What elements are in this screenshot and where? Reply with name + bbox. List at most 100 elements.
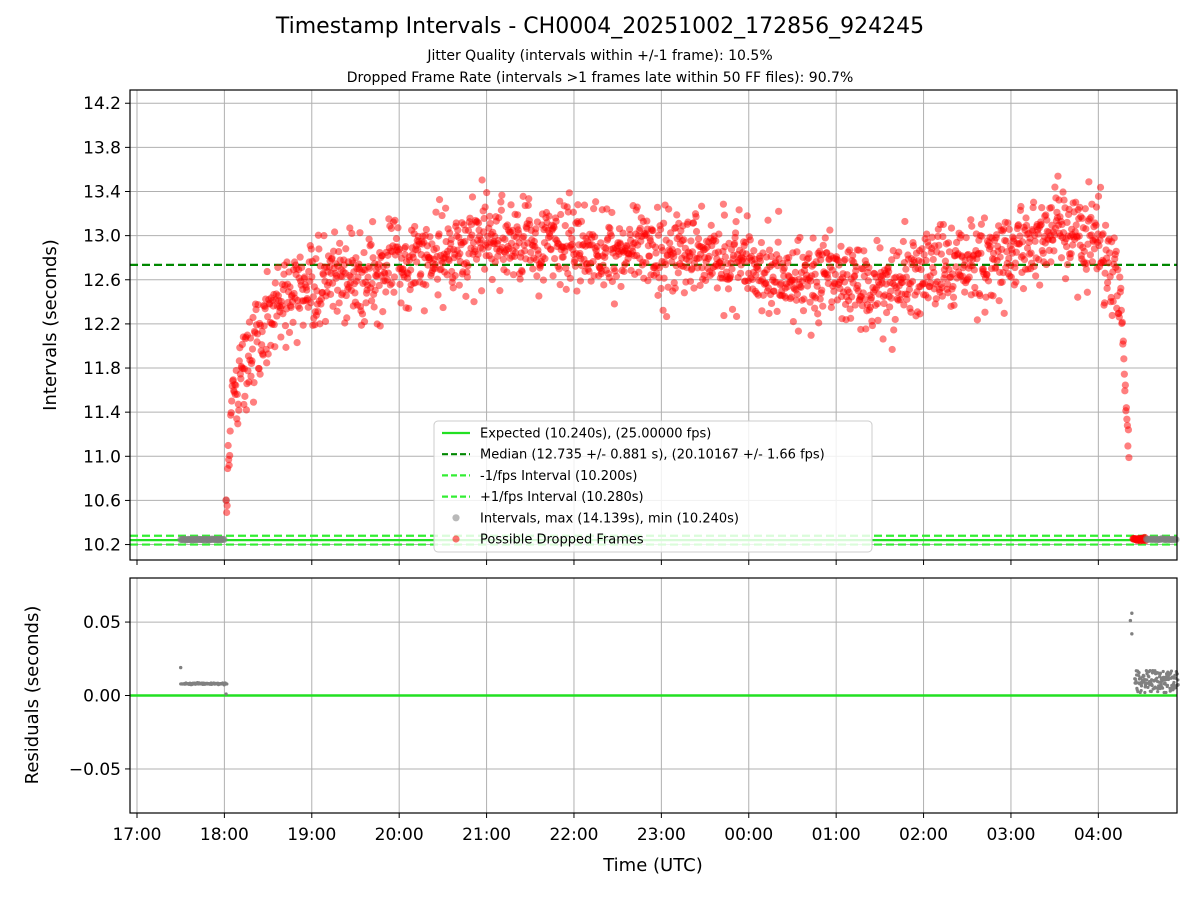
dropped-frame-point xyxy=(713,284,721,292)
legend-label: Possible Dropped Frames xyxy=(480,533,644,548)
dropped-frame-point xyxy=(754,291,762,299)
x-tick-label: 19:00 xyxy=(287,825,336,845)
dropped-frame-point xyxy=(809,234,817,242)
dropped-frame-point xyxy=(308,273,316,281)
dropped-frame-point xyxy=(1043,216,1051,224)
dropped-frame-point xyxy=(277,333,285,341)
dropped-frame-point xyxy=(571,256,579,264)
dropped-frame-point xyxy=(405,304,413,313)
dropped-frame-point xyxy=(565,189,573,197)
dropped-frame-point xyxy=(224,441,232,450)
dropped-frame-point xyxy=(827,303,835,312)
dropped-frame-point xyxy=(587,277,595,285)
dropped-frame-point xyxy=(977,249,985,257)
dropped-frame-point xyxy=(785,253,793,262)
dropped-frame-point xyxy=(606,224,614,232)
dropped-frame-point xyxy=(240,400,248,409)
y-tick-label: −0.05 xyxy=(69,760,121,780)
dropped-frame-point xyxy=(880,299,888,308)
dropped-frame-point xyxy=(515,229,523,237)
dropped-frame-point xyxy=(342,291,350,300)
dropped-frame-point xyxy=(507,201,515,209)
dropped-frame-point xyxy=(285,328,294,337)
dropped-frame-point xyxy=(756,257,765,265)
dropped-frame-point xyxy=(923,230,931,238)
dropped-frame-point xyxy=(993,231,1001,239)
dropped-frame-point xyxy=(752,271,760,279)
dropped-frame-point xyxy=(806,298,814,306)
dropped-frame-point xyxy=(237,375,245,383)
dropped-frame-point xyxy=(370,303,378,311)
dropped-frame-point xyxy=(526,220,534,228)
dropped-frame-point xyxy=(379,307,387,316)
dropped-frame-point xyxy=(1023,244,1032,252)
dropped-frame-point xyxy=(1074,293,1082,301)
dropped-frame-point xyxy=(390,273,399,281)
dropped-frame-point xyxy=(550,223,558,232)
dropped-frame-point xyxy=(227,409,235,417)
dropped-frame-point xyxy=(296,304,304,312)
dropped-frame-point xyxy=(887,294,895,302)
dropped-frame-point xyxy=(1047,258,1055,266)
dropped-frame-point xyxy=(816,295,824,303)
dropped-frame-point xyxy=(271,343,279,351)
interval-point xyxy=(1172,536,1180,544)
dropped-frame-point xyxy=(527,248,535,256)
dropped-frame-point xyxy=(758,307,766,315)
dropped-frame-point xyxy=(949,282,957,291)
dropped-frame-point xyxy=(369,254,377,262)
dropped-frame-point xyxy=(883,308,891,317)
residual-outlier-point xyxy=(1128,618,1133,623)
dropped-frame-point xyxy=(764,284,773,292)
dropped-frame-point xyxy=(835,261,843,269)
x-tick-label: 03:00 xyxy=(986,825,1035,845)
dropped-frame-point xyxy=(659,306,667,314)
y-tick-label: 0.05 xyxy=(83,613,121,633)
dropped-frame-point xyxy=(305,267,313,276)
dropped-frame-point xyxy=(569,208,577,216)
dropped-frame-point xyxy=(1012,278,1020,286)
dropped-frame-point xyxy=(1092,203,1101,211)
residual-point xyxy=(1136,689,1140,694)
dropped-frame-point xyxy=(899,237,907,246)
dropped-frame-point xyxy=(943,280,952,288)
residual-point xyxy=(1169,669,1174,673)
dropped-frame-point xyxy=(296,253,304,261)
dropped-frame-point xyxy=(222,496,230,504)
dropped-frame-point xyxy=(796,233,804,242)
dropped-frame-point xyxy=(840,278,849,286)
x-axis-label: Time (UTC) xyxy=(602,855,703,876)
dropped-frame-point xyxy=(1037,221,1045,229)
dropped-frame-point xyxy=(971,283,979,292)
x-tick-label: 20:00 xyxy=(375,825,424,845)
dropped-frame-point xyxy=(1030,262,1038,271)
dropped-frame-point xyxy=(1063,218,1071,227)
dropped-frame-point xyxy=(241,392,249,400)
dropped-frame-point xyxy=(1108,311,1116,320)
dropped-frame-point xyxy=(511,249,520,257)
dropped-frame-point xyxy=(1120,370,1128,378)
residuals-grid xyxy=(130,578,1177,813)
dropped-frame-point xyxy=(349,259,357,267)
dropped-frame-point xyxy=(1038,204,1046,212)
dropped-frame-point xyxy=(468,231,476,239)
residual-point xyxy=(1137,674,1141,678)
dropped-frame-point xyxy=(336,239,344,247)
dropped-frame-point xyxy=(549,272,557,280)
residual-point xyxy=(1137,671,1141,675)
dropped-frame-point xyxy=(562,264,570,272)
dropped-frame-point xyxy=(442,204,450,212)
dropped-frame-point xyxy=(535,292,543,300)
dropped-frame-point xyxy=(435,196,444,204)
dropped-frame-point xyxy=(731,229,740,237)
dropped-frame-point xyxy=(819,302,827,310)
dropped-frame-point xyxy=(1080,247,1088,255)
dropped-frame-point xyxy=(973,316,981,324)
dropped-frame-point xyxy=(298,263,306,272)
dropped-frame-point xyxy=(244,367,252,375)
dropped-frame-point xyxy=(289,318,297,327)
dropped-frame-point xyxy=(767,299,776,308)
dropped-frame-point xyxy=(1094,192,1103,200)
dropped-frame-point xyxy=(566,274,574,282)
dropped-frame-point xyxy=(780,264,788,272)
